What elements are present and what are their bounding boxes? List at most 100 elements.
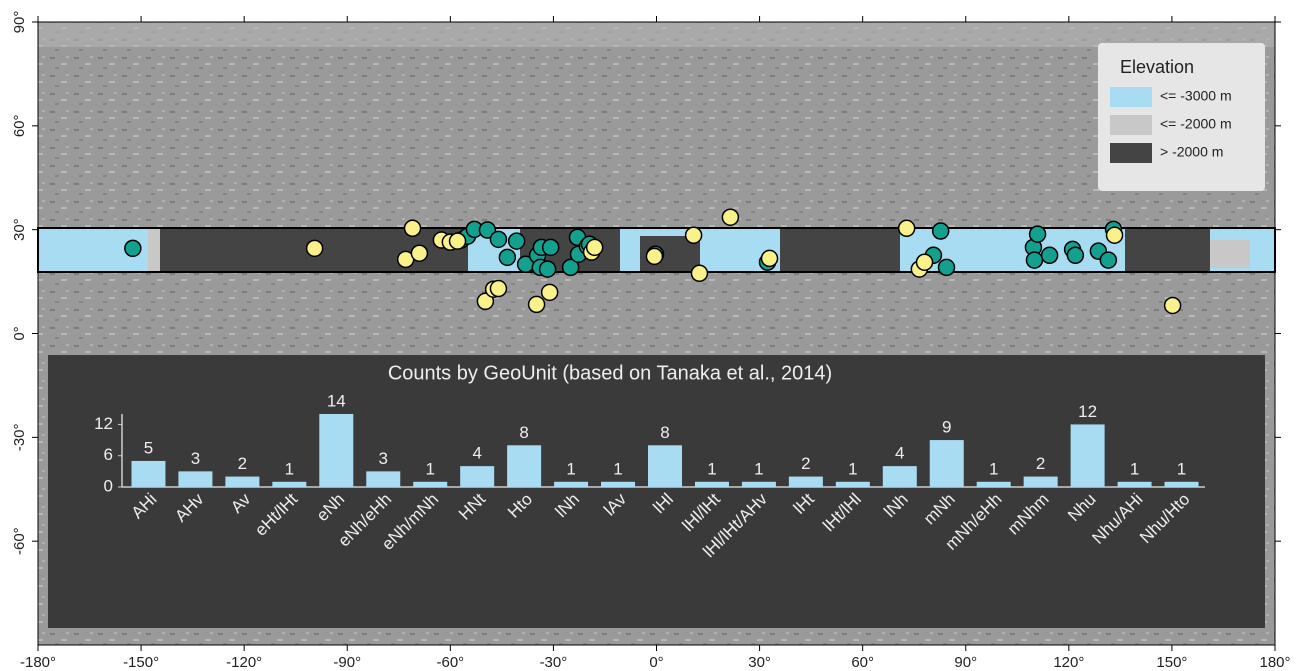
- inset-panel: [48, 355, 1265, 628]
- site-marker: [450, 233, 466, 249]
- site-marker: [1026, 252, 1042, 268]
- bar: [930, 440, 964, 487]
- x-tick-label: 150°: [1156, 654, 1187, 671]
- y-tick-label: 60°: [11, 114, 28, 137]
- legend-title: Elevation: [1120, 57, 1194, 77]
- site-marker: [405, 220, 421, 236]
- site-marker: [499, 249, 515, 265]
- bar: [272, 482, 306, 487]
- site-marker: [1100, 252, 1116, 268]
- bar: [460, 466, 494, 487]
- site-marker: [307, 240, 323, 256]
- site-marker: [646, 248, 662, 264]
- bar-value-label: 1: [848, 459, 857, 478]
- bar: [1024, 477, 1058, 487]
- bar-value-label: 2: [801, 454, 810, 473]
- bar-value-label: 9: [942, 418, 951, 437]
- x-tick-label: 30°: [748, 654, 771, 671]
- bar: [319, 414, 353, 487]
- y-tick-label: 6: [104, 445, 113, 464]
- bar: [413, 482, 447, 487]
- x-tick-label: 90°: [954, 654, 977, 671]
- site-marker: [411, 245, 427, 261]
- site-marker: [509, 233, 525, 249]
- site-marker: [722, 209, 738, 225]
- site-marker: [529, 296, 545, 312]
- site-marker: [587, 239, 603, 255]
- site-marker: [933, 223, 949, 239]
- site-marker: [899, 220, 915, 236]
- legend-swatch: [1110, 143, 1152, 163]
- x-tick-label: -150°: [123, 654, 159, 671]
- bar-value-label: 1: [613, 459, 622, 478]
- bar-value-label: 14: [327, 391, 346, 410]
- bar-value-label: 1: [754, 459, 763, 478]
- bar-value-label: 1: [989, 459, 998, 478]
- legend-label: <= -2000 m: [1160, 116, 1232, 132]
- bar-value-label: 3: [379, 449, 388, 468]
- y-tick-label: 0: [104, 476, 113, 495]
- legend-label: <= -3000 m: [1160, 88, 1232, 104]
- bar: [977, 482, 1011, 487]
- bar: [742, 482, 776, 487]
- site-marker: [1107, 227, 1123, 243]
- y-tick-label: 30°: [11, 218, 28, 241]
- map-figure: -180°-150°-120°-90°-60°-30°0°30°60°90°12…: [0, 0, 1303, 671]
- bar-value-label: 12: [1078, 402, 1097, 421]
- site-marker: [691, 265, 707, 281]
- x-tick-label: -90°: [333, 654, 361, 671]
- site-marker: [1067, 247, 1083, 263]
- polar-cap: [38, 22, 1275, 47]
- bar-value-label: 5: [144, 438, 153, 457]
- bar: [695, 482, 729, 487]
- x-tick-label: -180°: [20, 654, 56, 671]
- bar-value-label: 1: [1177, 459, 1186, 478]
- bar-value-label: 8: [660, 423, 669, 442]
- bar: [601, 482, 635, 487]
- y-tick-label: 0°: [11, 326, 28, 340]
- y-tick-label: -60°: [11, 527, 28, 555]
- site-marker: [917, 254, 933, 270]
- site-marker: [939, 259, 955, 275]
- x-tick-label: 0°: [649, 654, 663, 671]
- site-marker: [1042, 247, 1058, 263]
- bar-value-label: 1: [566, 459, 575, 478]
- site-marker: [1165, 297, 1181, 313]
- bar: [1165, 482, 1199, 487]
- bar-value-label: 1: [285, 459, 294, 478]
- bar: [836, 482, 870, 487]
- x-tick-label: -30°: [540, 654, 568, 671]
- bar-value-label: 2: [1036, 454, 1045, 473]
- bar: [366, 471, 400, 487]
- bar: [131, 461, 165, 487]
- site-marker: [125, 240, 141, 256]
- x-tick-label: -120°: [226, 654, 262, 671]
- site-marker: [686, 227, 702, 243]
- bar: [507, 445, 541, 487]
- bar-value-label: 3: [191, 449, 200, 468]
- bar: [554, 482, 588, 487]
- legend-swatch: [1110, 115, 1152, 135]
- x-tick-label: 120°: [1053, 654, 1084, 671]
- bar-value-label: 2: [238, 454, 247, 473]
- bar: [1071, 424, 1105, 487]
- bar-value-label: 1: [707, 459, 716, 478]
- bar: [1118, 482, 1152, 487]
- legend-swatch: [1110, 87, 1152, 107]
- site-marker: [490, 231, 506, 247]
- bar: [648, 445, 682, 487]
- bar-value-label: 4: [895, 444, 904, 463]
- bar: [225, 477, 259, 487]
- bar-value-label: 1: [425, 459, 434, 478]
- site-marker: [490, 281, 506, 297]
- bar: [883, 466, 917, 487]
- y-tick-label: 90°: [11, 11, 28, 34]
- legend-label: > -2000 m: [1160, 144, 1223, 160]
- site-marker: [543, 239, 559, 255]
- x-tick-label: -60°: [436, 654, 464, 671]
- site-marker: [540, 261, 556, 277]
- inset-title: Counts by GeoUnit (based on Tanaka et al…: [388, 362, 832, 384]
- y-tick-label: 12: [94, 414, 113, 433]
- bar-value-label: 1: [1130, 459, 1139, 478]
- bar: [789, 477, 823, 487]
